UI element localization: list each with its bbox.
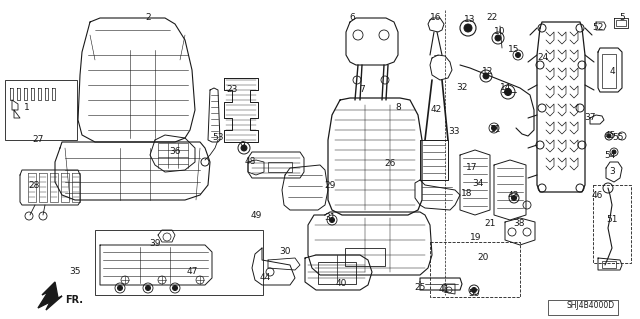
Text: SHJ4B4000D: SHJ4B4000D <box>567 301 615 310</box>
Text: 39: 39 <box>149 240 161 249</box>
Text: 52: 52 <box>592 24 604 33</box>
Bar <box>430 242 520 297</box>
Text: 13: 13 <box>464 16 476 25</box>
Text: 43: 43 <box>508 191 518 201</box>
Text: 10: 10 <box>494 27 506 36</box>
Text: 37: 37 <box>584 114 596 122</box>
Text: 20: 20 <box>477 254 489 263</box>
Text: 42: 42 <box>430 106 442 115</box>
Text: 49: 49 <box>250 211 262 220</box>
Text: 33: 33 <box>448 128 460 137</box>
Circle shape <box>330 218 335 222</box>
Circle shape <box>118 286 122 291</box>
Text: 25: 25 <box>414 284 426 293</box>
Circle shape <box>145 286 150 291</box>
Circle shape <box>612 150 616 154</box>
Text: 2: 2 <box>145 13 151 23</box>
Circle shape <box>173 286 177 291</box>
Text: 51: 51 <box>606 216 618 225</box>
Bar <box>616 20 626 26</box>
Text: 47: 47 <box>186 268 198 277</box>
Text: 28: 28 <box>28 181 40 189</box>
Text: 36: 36 <box>169 147 180 157</box>
Text: 44: 44 <box>259 273 271 283</box>
Bar <box>593 185 631 263</box>
Circle shape <box>495 35 501 41</box>
Text: 45: 45 <box>604 131 616 140</box>
Text: 8: 8 <box>395 103 401 113</box>
Text: 30: 30 <box>279 248 291 256</box>
Text: 17: 17 <box>467 164 477 173</box>
Text: 50: 50 <box>468 290 480 299</box>
Bar <box>345 248 385 266</box>
Text: 48: 48 <box>244 158 256 167</box>
Circle shape <box>515 53 520 57</box>
Bar <box>95 230 263 295</box>
Bar <box>602 54 616 88</box>
Text: 3: 3 <box>609 167 615 176</box>
Bar <box>318 262 356 284</box>
Circle shape <box>511 196 516 201</box>
Text: 31: 31 <box>324 213 336 222</box>
Text: 11: 11 <box>490 125 502 135</box>
Text: 4: 4 <box>609 68 615 77</box>
Text: 6: 6 <box>349 13 355 23</box>
Text: 35: 35 <box>69 268 81 277</box>
Text: 19: 19 <box>470 234 482 242</box>
Circle shape <box>504 88 511 95</box>
Text: 54: 54 <box>604 152 616 160</box>
Circle shape <box>483 73 489 79</box>
Polygon shape <box>38 282 62 310</box>
Text: 12: 12 <box>483 68 493 77</box>
Text: 26: 26 <box>384 159 396 167</box>
Text: 38: 38 <box>513 219 525 228</box>
Text: 7: 7 <box>359 85 365 94</box>
Text: 34: 34 <box>472 180 484 189</box>
Text: 16: 16 <box>430 13 442 23</box>
Text: 23: 23 <box>227 85 237 94</box>
Bar <box>268 162 292 172</box>
Bar <box>5 80 77 140</box>
Bar <box>548 300 618 315</box>
Text: 18: 18 <box>461 189 473 198</box>
Text: 14: 14 <box>500 84 512 93</box>
Circle shape <box>241 145 247 151</box>
Text: 40: 40 <box>335 279 347 288</box>
Text: 24: 24 <box>538 54 548 63</box>
Text: 41: 41 <box>438 286 450 294</box>
Circle shape <box>492 125 497 130</box>
Text: 15: 15 <box>508 46 520 55</box>
Text: 9: 9 <box>239 142 245 151</box>
Bar <box>602 261 616 268</box>
Circle shape <box>472 287 477 293</box>
Text: 32: 32 <box>456 84 468 93</box>
Text: 55: 55 <box>612 132 624 142</box>
Text: 21: 21 <box>484 219 496 228</box>
Text: 22: 22 <box>486 13 498 23</box>
Text: 27: 27 <box>32 136 44 145</box>
Text: 5: 5 <box>619 13 625 23</box>
Text: 53: 53 <box>212 133 224 143</box>
Text: FR.: FR. <box>65 295 83 305</box>
Text: 29: 29 <box>324 181 336 189</box>
Circle shape <box>464 24 472 32</box>
Circle shape <box>607 134 611 138</box>
Text: 1: 1 <box>24 103 30 113</box>
Text: 46: 46 <box>591 191 603 201</box>
